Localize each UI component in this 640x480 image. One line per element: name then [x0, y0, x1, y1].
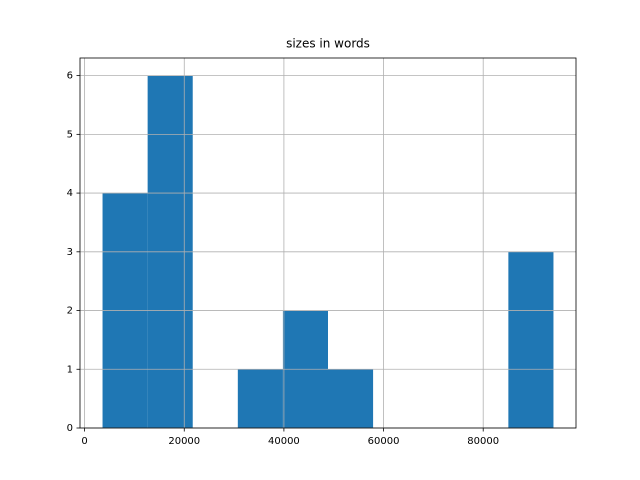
x-tick-label: 40000	[268, 436, 300, 447]
bar	[508, 251, 554, 428]
y-tick-label: 0	[67, 423, 73, 434]
plot-frame	[79, 57, 577, 429]
y-tick-label: 4	[67, 188, 73, 199]
x-tick-label: 60000	[368, 436, 400, 447]
chart-title: sizes in words	[286, 37, 370, 51]
bar	[328, 369, 374, 428]
bar	[237, 369, 283, 428]
y-tick-label: 5	[67, 129, 73, 140]
y-tick-label: 1	[67, 364, 73, 375]
y-tick-label: 2	[67, 306, 73, 317]
y-tick-label: 6	[67, 71, 73, 82]
y-tick-label: 3	[67, 247, 73, 258]
x-tick-label: 20000	[168, 436, 200, 447]
x-tick-label: 0	[81, 436, 87, 447]
x-tick-label: 80000	[467, 436, 499, 447]
